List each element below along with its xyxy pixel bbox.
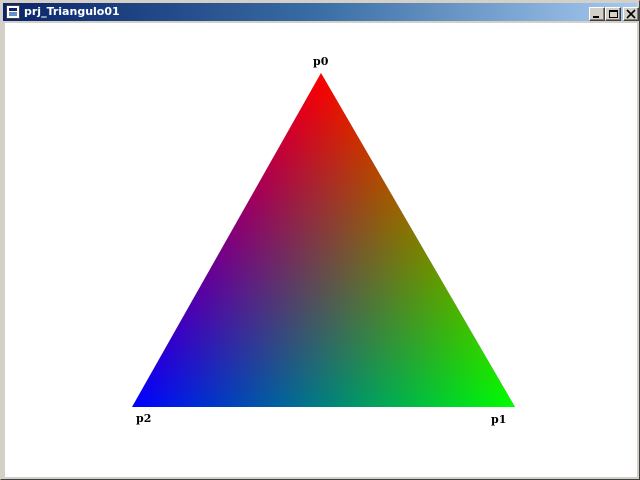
vertex-label-p0: p0 [313,55,329,68]
maximize-button[interactable] [605,7,621,21]
color-triangle [132,73,515,407]
window-title: prj_Triangulo01 [24,5,120,18]
maximize-icon [609,10,618,18]
minimize-icon [593,16,599,18]
vertex-label-p2: p2 [136,412,151,425]
triangle-canvas: p0 p1 p2 [132,55,515,426]
vertex-label-p1: p1 [491,413,506,426]
minimize-button[interactable] [589,7,605,21]
window-app-icon[interactable] [6,5,20,19]
title-bar[interactable]: prj_Triangulo01 [3,3,639,21]
close-icon [626,9,636,19]
drawing-canvas: p0 p1 p2 [5,23,637,477]
close-button[interactable] [623,7,639,21]
